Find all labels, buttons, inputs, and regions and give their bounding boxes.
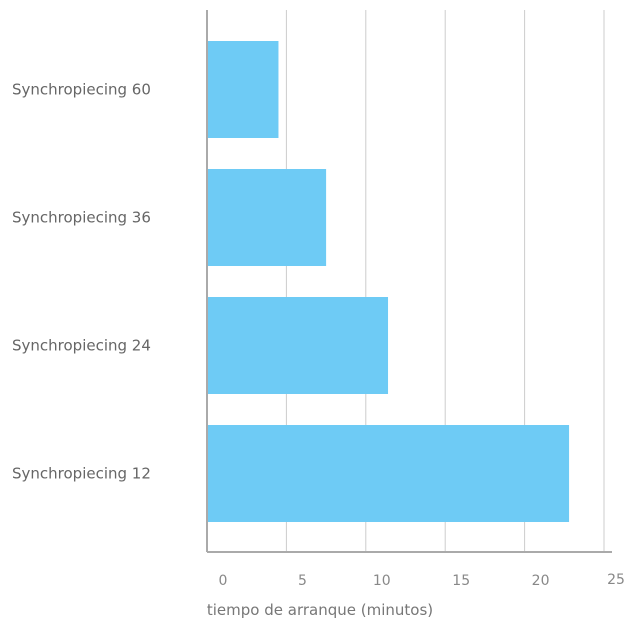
category-label-1: Synchropiecing 60 <box>12 81 151 99</box>
bars <box>207 41 570 522</box>
x-tick-label-5: 25 <box>607 572 625 588</box>
category-label-4: Synchropiecing 12 <box>12 465 151 483</box>
bar-4 <box>207 425 570 522</box>
category-label-2: Synchropiecing 36 <box>12 209 151 227</box>
bar-1 <box>207 41 279 138</box>
x-tick-label-3: 15 <box>452 573 470 589</box>
x-axis-title: tiempo de arranque (minutos) <box>207 601 433 619</box>
category-labels: Synchropiecing 60 Synchropiecing 36 Synchr… <box>12 81 151 483</box>
x-tick-label-0: 0 <box>219 573 228 589</box>
category-label-3: Synchropiecing 24 <box>12 337 151 355</box>
x-tick-label-2: 10 <box>373 573 391 589</box>
bar-2 <box>207 169 327 266</box>
x-tick-labels: 0 5 10 15 20 25 <box>219 572 625 589</box>
bar-3 <box>207 297 389 394</box>
x-tick-label-1: 5 <box>298 573 307 589</box>
x-tick-label-4: 20 <box>532 573 550 589</box>
